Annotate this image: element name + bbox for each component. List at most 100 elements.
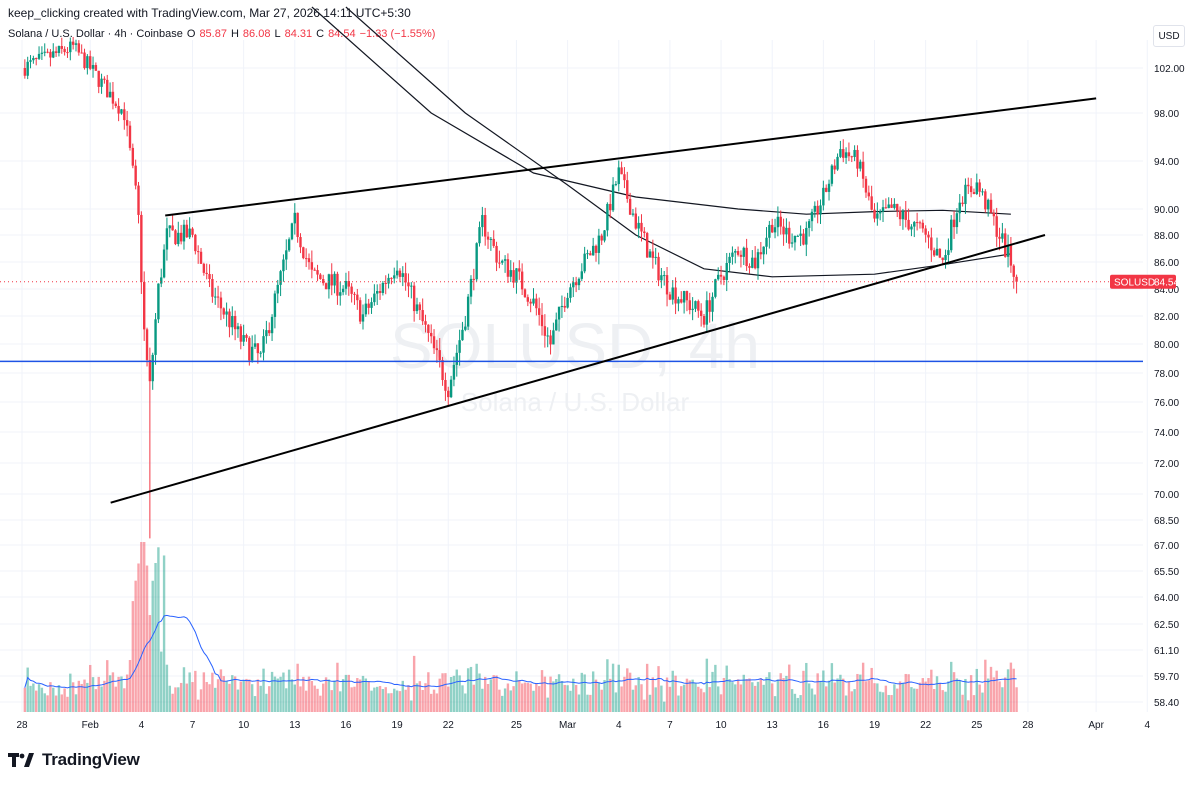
candle-body [995,216,998,237]
candle-body [26,61,29,76]
volume-bar [680,686,683,712]
volume-bar [125,674,129,712]
volume-bar [890,695,893,712]
candle-body [955,213,959,228]
candle-body [884,207,888,209]
volume-bar [69,673,72,712]
candle-body [1006,244,1010,257]
volume-bar [316,688,319,712]
volume-bar [177,687,180,712]
volume-bar [981,692,984,712]
volume-bar [751,682,754,712]
volume-bar [603,680,606,712]
trendline-lower[interactable] [110,234,1046,504]
candle-body [148,359,152,382]
candle-body [964,184,967,205]
candle-body [128,125,132,148]
candle-body [341,288,345,293]
volume-bar [537,686,541,712]
candle-body [535,298,538,309]
time-tick-label: 10 [715,720,727,731]
candle-body [657,256,660,281]
volume-bar [574,684,578,712]
volume-bar [398,691,402,712]
candle-body [515,268,518,283]
candle-body [483,215,487,237]
moving-average-line [345,6,1011,278]
tradingview-logo-icon [8,753,34,767]
volume-bar [958,680,961,712]
candle-body [782,226,785,235]
volume-bar [896,688,899,712]
volume-bar [918,682,922,712]
volume-bar [557,674,561,712]
price-tick-label: 84.00 [1154,285,1179,296]
volume-bar [850,691,853,712]
volume-bar [711,671,714,712]
volume-bar [1001,687,1004,712]
candle-body [958,202,961,214]
volume-bar [873,683,876,712]
candle-body [94,65,98,71]
volume-bar [594,679,598,712]
candle-body [631,213,635,215]
volume-bar [626,668,629,712]
candle-body [151,354,154,382]
candle-body [847,152,851,157]
time-tick-label: 19 [392,720,404,731]
volume-bar [819,680,822,712]
volume-bar [165,664,169,712]
volume-bar [847,681,851,712]
candle-body [120,109,123,114]
volume-bar [563,684,566,712]
volume-bar [324,677,328,712]
volume-bar [643,699,646,712]
candle-body [765,237,768,247]
candle-body [29,60,32,62]
candle-body [304,258,308,260]
volume-bar [506,683,510,712]
currency-button[interactable]: USD [1153,25,1185,47]
candle-body [762,246,765,255]
candle-body [725,262,728,280]
candle-body [478,227,481,244]
volume-bar [634,685,637,712]
volume-bar [430,693,433,712]
candle-body [526,297,530,302]
volume-bar [282,672,285,712]
candle-body [330,274,333,286]
volume-bar [188,672,191,712]
time-tick-label: 4 [616,720,622,731]
volume-bar [412,655,416,712]
moving-average-line [311,6,1011,215]
candle-body [461,329,464,341]
price-axis: 102.00 98.00 94.00 90.00 88.00 86.00 84.00 82.0… [1154,64,1185,709]
candle-body [546,335,549,337]
candle-body [108,91,112,98]
candle-body [142,282,146,330]
volume-bar [691,679,694,712]
candle-body [753,257,757,269]
trendline-upper[interactable] [165,97,1097,217]
volume-bar [975,668,978,712]
candle-body [967,184,970,187]
candle-body [748,266,751,268]
candle-body [705,300,709,325]
candle-body [427,324,430,333]
candle-body [904,211,907,220]
candle-body [347,281,350,287]
candle-body [373,293,376,303]
volume-bar [279,676,282,712]
volume-bar [86,682,89,712]
candle-body [719,274,723,277]
candle-body [106,79,109,98]
candle-body [214,296,217,298]
tradingview-logo[interactable]: TradingView [8,750,140,770]
volume-bar [168,685,171,712]
candle-body [907,219,910,230]
volume-bar [685,678,689,712]
volume-bar [376,686,379,712]
candle-body [950,219,953,251]
volume-bar [137,563,140,712]
